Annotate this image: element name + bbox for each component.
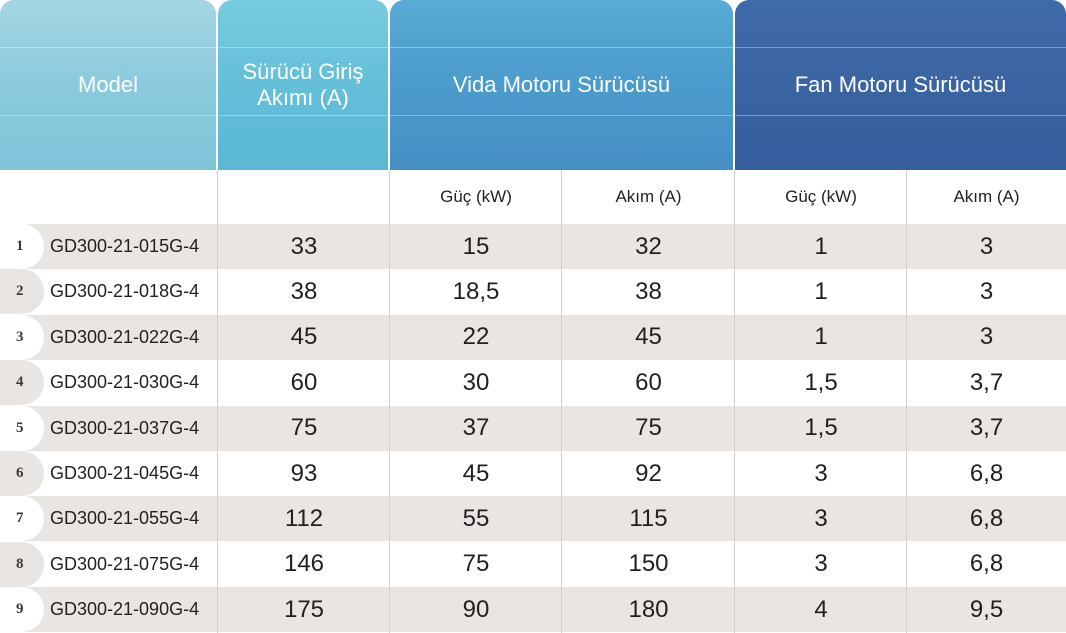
header-input-line1: Sürücü Giriş: [242, 59, 364, 84]
row-index: 6: [0, 451, 44, 496]
row-vida-power: 18,5: [452, 277, 500, 305]
row-fan-power: 4: [814, 595, 828, 623]
row-model: GD300-21-037G-4: [50, 417, 200, 438]
row-fan-power: 3: [814, 504, 828, 532]
row-index: 8: [0, 541, 44, 587]
table-row: 8 GD300-21-075G-4 146 75 150 3 6,8: [0, 541, 1066, 587]
row-input-current: 60: [290, 368, 318, 396]
row-fan-current: 3,7: [969, 414, 1004, 442]
table-row: 7 GD300-21-055G-4 112 55 115 3 6,8: [0, 496, 1066, 542]
row-fan-power: 1,5: [804, 368, 838, 396]
row-fan-power: 3: [814, 459, 828, 487]
row-fan-current: 3: [979, 323, 994, 351]
table-row: 3 GD300-21-022G-4 45 22 45 1 3: [0, 314, 1066, 360]
row-model: GD300-21-075G-4: [50, 553, 200, 574]
row-model: GD300-21-090G-4: [50, 599, 200, 620]
row-index: 3: [0, 314, 44, 360]
row-vida-power: 37: [462, 414, 490, 442]
subheader-fan-current: Akım (A): [953, 187, 1020, 206]
column-divider: [906, 170, 907, 633]
row-fan-current: 6,8: [969, 550, 1004, 578]
row-vida-current: 60: [635, 368, 662, 396]
row-fan-current: 3,7: [969, 368, 1004, 396]
row-fan-current: 6,8: [969, 459, 1004, 487]
header-model: Model: [0, 0, 216, 170]
table-row: 9 GD300-21-090G-4 175 90 180 4 9,5: [0, 587, 1066, 633]
table-row: 4 GD300-21-030G-4 60 30 60 1,5 3,7: [0, 360, 1066, 406]
table-row: 5 GD300-21-037G-4 75 37 75 1,5 3,7: [0, 405, 1066, 451]
table-row: 1 GD300-21-015G-4 33 15 32 1 3: [0, 224, 1066, 269]
row-vida-current: 45: [635, 323, 662, 351]
row-fan-current: 3: [979, 232, 994, 260]
row-fan-current: 9,5: [969, 595, 1004, 623]
header-model-label: Model: [78, 72, 138, 97]
subheader-row: Güç (kW) Akım (A) Güç (kW) Akım (A): [0, 170, 1066, 224]
row-index: 5: [0, 405, 44, 451]
column-divider: [734, 170, 735, 633]
header-fan-label: Fan Motoru Sürücüsü: [794, 72, 1007, 97]
row-index: 7: [0, 496, 44, 542]
row-input-current: 45: [290, 323, 318, 351]
header-input-current-label: Sürücü Giriş Akımı (A): [242, 59, 363, 111]
row-model: GD300-21-018G-4: [50, 281, 200, 302]
row-fan-power: 1: [814, 323, 828, 351]
row-input-current: 112: [284, 504, 324, 532]
row-index: 4: [0, 360, 44, 406]
row-model: GD300-21-015G-4: [50, 236, 200, 256]
row-input-current: 93: [290, 459, 318, 487]
row-model: GD300-21-045G-4: [50, 463, 200, 483]
row-vida-power: 75: [462, 550, 490, 578]
row-input-current: 175: [283, 595, 325, 623]
row-fan-power: 3: [814, 550, 828, 578]
row-vida-power: 45: [462, 459, 490, 487]
row-vida-power: 90: [462, 595, 490, 623]
row-input-current: 75: [290, 414, 318, 442]
row-vida-current: 150: [628, 550, 669, 578]
row-vida-current: 180: [628, 595, 669, 623]
table-row: 6 GD300-21-045G-4 93 45 92 3 6,8: [0, 451, 1066, 496]
row-index: 2: [0, 269, 44, 315]
row-input-current: 33: [290, 232, 318, 260]
row-vida-current: 75: [635, 414, 662, 442]
column-divider: [561, 170, 562, 633]
row-model: GD300-21-030G-4: [50, 372, 200, 393]
column-divider: [217, 170, 218, 633]
row-vida-power: 55: [462, 504, 490, 532]
row-fan-power: 1: [814, 277, 828, 305]
header-vida-label: Vida Motoru Sürücüsü: [452, 72, 671, 97]
header-input-line2: Akımı (A): [257, 85, 349, 110]
row-model: GD300-21-055G-4: [50, 508, 200, 529]
subheader-fan-power: Güç (kW): [785, 187, 857, 206]
header-input-current: Sürücü Giriş Akımı (A): [218, 0, 388, 170]
row-input-current: 146: [283, 550, 325, 578]
subheader-vida-current: Akım (A): [615, 187, 682, 206]
table-row: 2 GD300-21-018G-4 38 18,5 38 1 3: [0, 269, 1066, 315]
row-fan-power: 1,5: [804, 414, 838, 442]
row-vida-current: 38: [635, 277, 662, 305]
row-index: 9: [0, 587, 44, 633]
row-vida-current: 115: [629, 504, 668, 532]
header-vida-motor: Vida Motoru Sürücüsü: [390, 0, 733, 170]
row-fan-current: 3: [979, 277, 994, 305]
column-divider: [389, 170, 390, 633]
row-vida-power: 30: [462, 368, 490, 396]
row-input-current: 38: [290, 277, 318, 305]
row-vida-current: 92: [635, 459, 662, 487]
subheader-vida-power: Güç (kW): [440, 187, 512, 206]
header-fan-motor: Fan Motoru Sürücüsü: [735, 0, 1066, 170]
row-fan-power: 1: [814, 232, 828, 260]
row-vida-current: 32: [635, 232, 662, 260]
row-vida-power: 15: [462, 232, 490, 260]
row-index: 1: [0, 224, 44, 269]
row-model: GD300-21-022G-4: [50, 326, 200, 347]
row-fan-current: 6,8: [969, 504, 1004, 532]
row-vida-power: 22: [462, 323, 490, 351]
